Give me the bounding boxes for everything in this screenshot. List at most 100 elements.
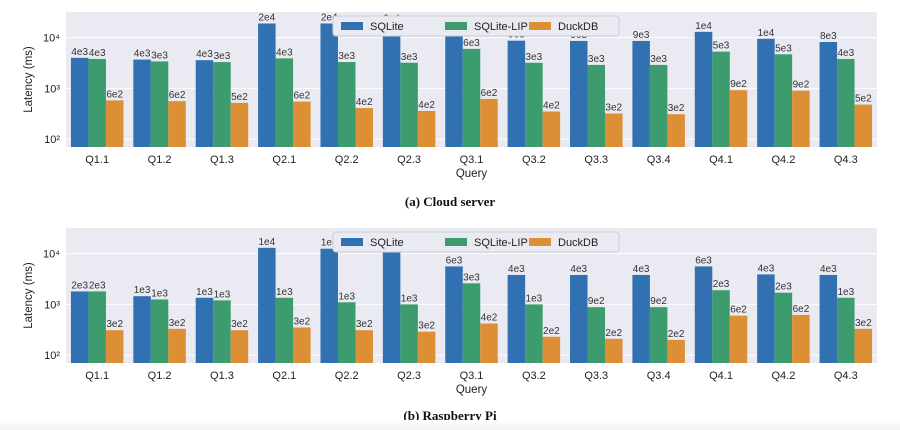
data-label: 4e2 (481, 313, 498, 324)
bar-sqlite-lip (837, 297, 855, 363)
data-label: 5e3 (775, 43, 792, 54)
bar-sqlite-lip (525, 62, 543, 148)
x-tick-label: Q1.3 (210, 154, 234, 166)
bar-sqlite (507, 274, 526, 363)
legend-label-duckdb: DuckDB (558, 21, 598, 33)
bar-duckdb (480, 323, 498, 363)
bar-sqlite (632, 274, 650, 363)
bar-sqlite (133, 59, 151, 147)
data-label: 3e2 (106, 319, 123, 330)
bar-sqlite-lip (337, 62, 356, 147)
data-label: 3e2 (855, 318, 872, 329)
x-tick-label: Q1.3 (210, 370, 234, 382)
bar-sqlite-lip (587, 307, 606, 363)
bar-duckdb (417, 110, 436, 147)
x-tick-label: Q2.3 (397, 154, 421, 166)
data-label: 3e3 (401, 52, 418, 63)
legend-swatch-sqlite (341, 22, 363, 30)
bar-sqlite (133, 296, 151, 363)
bar-sqlite (570, 40, 588, 147)
bar-sqlite (195, 60, 214, 147)
x-tick-label: Q1.2 (148, 370, 172, 382)
data-label: 4e2 (543, 101, 560, 112)
page-bottom-shade (0, 420, 900, 430)
x-tick-label: Q3.2 (522, 370, 546, 382)
data-label: 4e3 (134, 49, 151, 60)
x-tick-label: Q1.2 (148, 154, 172, 166)
data-label: 3e3 (214, 51, 231, 62)
data-label: 1e3 (338, 291, 355, 302)
data-label: 3e3 (650, 54, 667, 65)
bar-duckdb (854, 328, 873, 363)
x-tick-label: Q2.2 (335, 154, 359, 166)
data-label: 1e3 (134, 285, 151, 296)
legend-label-sqlite-lip: SQLite-LIP (474, 237, 528, 249)
data-label: 6e2 (793, 304, 810, 315)
bar-sqlite-lip (462, 48, 481, 148)
bar-duckdb (854, 104, 873, 147)
bar-sqlite (819, 42, 838, 147)
bar-sqlite (819, 274, 838, 363)
bar-duckdb (230, 330, 249, 363)
bar-duckdb (667, 339, 685, 363)
y-tick-label: 10⁴ (43, 33, 60, 45)
y-tick-label: 10² (44, 350, 60, 362)
bar-sqlite-lip (213, 62, 231, 147)
x-tick-label: Q3.3 (584, 154, 608, 166)
bar-sqlite-lip (275, 297, 294, 363)
bar-duckdb (355, 108, 373, 147)
data-label: 5e2 (855, 94, 872, 105)
bar-sqlite-lip (649, 64, 668, 147)
x-tick-label: Q3.3 (584, 370, 608, 382)
y-tick-label: 10³ (44, 83, 60, 95)
data-label: 3e3 (151, 50, 168, 61)
bar-sqlite-lip (462, 283, 481, 363)
caption-raspberry-pi: (b) Raspberry Pi (403, 408, 497, 423)
bar-duckdb (168, 101, 186, 147)
bar-sqlite (382, 249, 401, 363)
bar-sqlite (195, 297, 214, 363)
x-tick-label: Q1.1 (85, 154, 109, 166)
legend-label-sqlite-lip: SQLite-LIP (474, 21, 528, 33)
data-label: 9e2 (650, 296, 667, 307)
x-tick-label: Q2.1 (272, 370, 296, 382)
bar-sqlite (320, 248, 338, 363)
bar-sqlite-lip (837, 58, 855, 147)
bar-duckdb (667, 114, 685, 147)
bar-sqlite-lip (88, 291, 106, 363)
x-tick-label: Q1.1 (85, 370, 109, 382)
x-tick-label: Q4.3 (834, 154, 858, 166)
data-label: 2e2 (543, 326, 560, 337)
y-axis-label: Latency (ms) (23, 46, 35, 113)
data-label: 4e3 (276, 47, 293, 58)
data-label: 1e4 (259, 237, 276, 248)
bar-sqlite (382, 24, 401, 147)
data-label: 6e2 (106, 89, 123, 100)
data-label: 9e2 (730, 79, 747, 90)
bar-sqlite (70, 291, 89, 363)
data-label: 2e3 (775, 282, 792, 293)
x-tick-label: Q3.2 (522, 154, 546, 166)
bar-duckdb (293, 327, 311, 363)
data-label: 2e3 (71, 280, 88, 291)
data-label: 6e3 (463, 38, 480, 49)
data-label: 9e2 (793, 80, 810, 91)
data-label: 4e2 (418, 100, 435, 111)
bar-sqlite-lip (774, 292, 793, 363)
bar-sqlite-lip (649, 307, 668, 363)
data-label: 4e3 (570, 264, 587, 275)
data-label: 4e3 (837, 48, 854, 59)
data-label: 3e2 (605, 103, 622, 114)
data-label: 2e4 (321, 12, 338, 23)
bar-sqlite (320, 23, 338, 148)
data-label: 2e2 (605, 328, 622, 339)
data-label: 2e2 (668, 329, 685, 340)
bar-sqlite-lip (213, 300, 231, 363)
x-tick-label: Q4.2 (771, 370, 795, 382)
legend-swatch-sqlite (341, 238, 363, 246)
data-label: 5e2 (231, 92, 248, 103)
data-label: 6e2 (481, 88, 498, 99)
legend-swatch-sqlite-lip (445, 238, 467, 246)
